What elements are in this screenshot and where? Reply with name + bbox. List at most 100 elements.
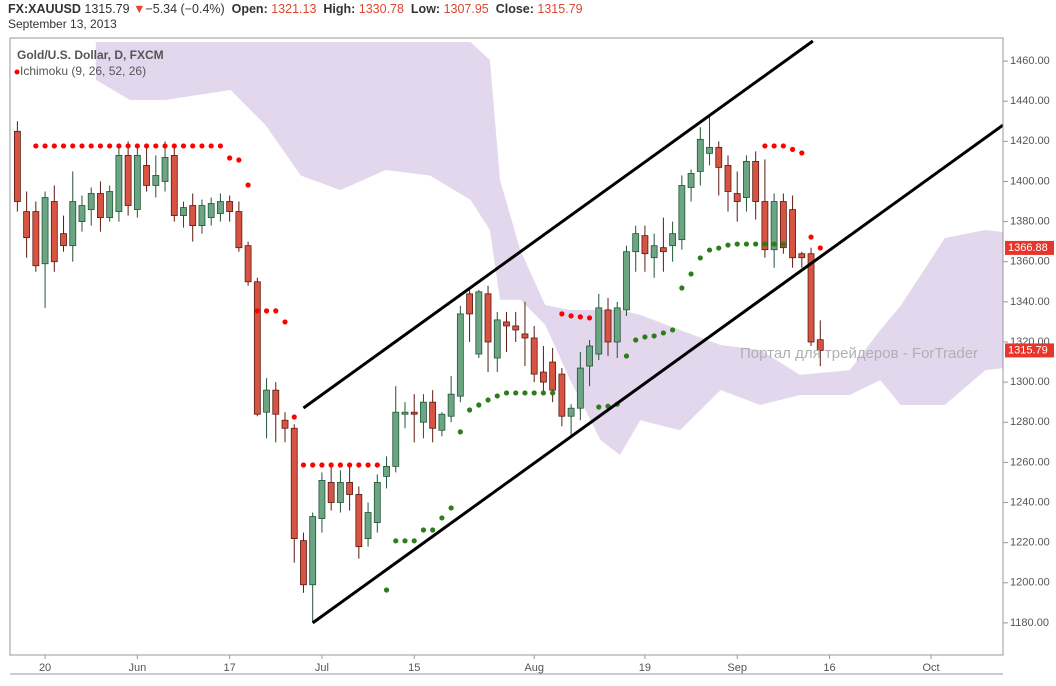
sar-dot [190, 143, 196, 149]
sar-dot [753, 241, 759, 247]
sar-dot [485, 397, 491, 403]
y-tick-label: 1380.00 [1010, 216, 1050, 228]
indicator-dot [14, 69, 20, 75]
sar-dot [494, 393, 500, 399]
sar-dot [263, 308, 270, 314]
sar-dot [208, 143, 214, 149]
candle-body [410, 411, 418, 415]
sar-dot [143, 143, 150, 149]
candle-body [32, 211, 40, 267]
sar-dot [725, 242, 731, 248]
sar-dot [42, 143, 48, 149]
sar-dot [134, 143, 140, 149]
candle-body [687, 173, 695, 188]
y-tick-label: 1240.00 [1010, 496, 1050, 508]
y-tick-label: 1300.00 [1010, 376, 1050, 388]
sar-dot [171, 143, 177, 149]
sar-dot [347, 462, 353, 468]
sar-dot [531, 390, 537, 396]
arrow: ▼ [133, 2, 146, 16]
x-tick-label: Jun [128, 662, 146, 674]
sar-dot [337, 462, 343, 468]
sar-dot [550, 390, 556, 396]
candle-body [143, 165, 150, 186]
candle-body [567, 407, 575, 417]
candle-body [383, 465, 390, 477]
sar-dot [180, 143, 187, 149]
candle-body [549, 361, 557, 391]
sar-dot [771, 143, 777, 149]
candle-body [69, 201, 77, 247]
price-box-label: 1315.79 [1008, 344, 1048, 356]
candle-body [23, 211, 31, 239]
candle-body [789, 209, 796, 259]
candle-body [50, 201, 58, 263]
candle-body [586, 345, 593, 367]
low-label: Low: [410, 2, 441, 16]
candle-body [420, 401, 427, 423]
sar-dot [227, 155, 233, 161]
candle-body [346, 482, 354, 495]
y-tick-label: 1260.00 [1010, 456, 1050, 468]
sar-dot [245, 182, 251, 188]
close-value: 1315.79 [537, 2, 583, 16]
y-tick-label: 1460.00 [1010, 55, 1050, 67]
sar-dot [116, 143, 122, 149]
candle-body [503, 321, 510, 327]
candle-body [613, 307, 621, 343]
sar-dot [577, 314, 583, 320]
candle-body [364, 512, 372, 540]
low-value: 1307.95 [443, 2, 489, 16]
y-tick-label: 1360.00 [1010, 256, 1050, 268]
sar-dot [789, 146, 796, 152]
candle-body [336, 482, 344, 503]
candle-body [743, 160, 750, 198]
sar-dot [633, 337, 639, 343]
change: −5.34 (−0.4%) [145, 2, 225, 16]
candle-body [115, 154, 123, 212]
sar-dot [651, 333, 657, 339]
price-box-label: 1366.88 [1008, 242, 1048, 254]
price: 1315.79 [84, 2, 130, 16]
sar-dot [762, 241, 768, 247]
candle-body [392, 411, 400, 467]
sar-dot [430, 527, 436, 533]
axes: 1180.00 1200.00 1220.00 1240.00 1260.00 1280.… [39, 55, 1054, 674]
symbol: FX:XAUUSD [8, 2, 81, 16]
candle-body [180, 207, 187, 216]
sar-dot [799, 150, 805, 156]
candle-body [290, 427, 298, 540]
candle-body [659, 247, 667, 253]
sar-dot [282, 319, 288, 325]
candle-body [761, 201, 769, 251]
candle-body [235, 211, 243, 249]
sar-dot [33, 143, 39, 149]
candle-body [124, 154, 132, 206]
sar-dot [817, 245, 823, 251]
chart-subtitle: Gold/U.S. Dollar, D, FXCM [17, 48, 164, 62]
candle-body [595, 307, 603, 355]
candle-body [447, 393, 455, 417]
candle-body [170, 154, 178, 216]
candle-body [41, 197, 49, 265]
candle-body [207, 203, 215, 218]
sar-dot [153, 143, 159, 149]
candle-body [493, 319, 501, 359]
sar-dot [762, 143, 768, 149]
x-tick-label: Aug [524, 662, 544, 674]
sar-dot [328, 462, 334, 468]
sar-dot [743, 241, 750, 247]
candle-body [650, 245, 658, 259]
candle-body [189, 205, 197, 227]
sar-dot [411, 538, 417, 544]
sar-dot [771, 241, 777, 247]
candle-body [106, 191, 114, 218]
candle-body [373, 482, 381, 523]
candle-body [484, 293, 492, 343]
sar-dot [716, 245, 722, 251]
candle-body [438, 413, 446, 431]
y-tick-label: 1200.00 [1010, 577, 1050, 589]
sar-dot [596, 404, 602, 410]
candle-body [78, 205, 86, 222]
sar-dot [706, 247, 713, 253]
